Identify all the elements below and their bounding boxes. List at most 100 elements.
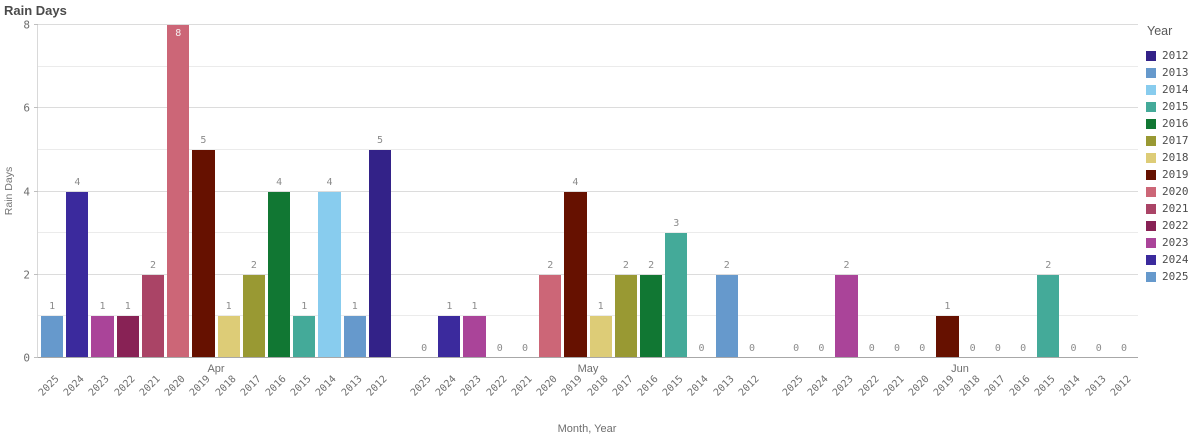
bar-jun-2023[interactable]	[835, 274, 858, 358]
bar-apr-2014[interactable]	[318, 191, 341, 358]
legend-label: 2025	[1162, 270, 1189, 283]
legend-label: 2024	[1162, 253, 1189, 266]
bar-value-label: 1	[124, 301, 131, 313]
bar-slot-jun-2022: 0 2022	[856, 25, 883, 399]
gridline	[38, 315, 1138, 317]
legend: Year 2012 2013 2014 2015 2016 2017 2018 2019 202…	[1146, 24, 1200, 285]
bar-apr-2012[interactable]	[368, 149, 392, 358]
legend-label: 2017	[1162, 134, 1189, 147]
legend-item-2012[interactable]: 2012	[1146, 47, 1200, 64]
bar-may-2018[interactable]	[589, 316, 612, 358]
bar-value-label: 2	[843, 259, 850, 271]
bar-may-2023[interactable]	[463, 316, 486, 358]
x-axis-year-label: 2015	[661, 373, 686, 399]
legend-item-2025[interactable]: 2025	[1146, 268, 1200, 285]
gridline	[38, 107, 1138, 109]
x-axis-year-label: 2021	[509, 373, 535, 399]
bar-value-label: 4	[74, 176, 81, 188]
bar-apr-2024[interactable]	[66, 191, 89, 358]
bar-slot-jun-2014: 0 2014	[1058, 25, 1084, 399]
bar-may-2016[interactable]	[639, 274, 663, 358]
month-group-jun: 0 2025 0 2024 2 2023 0 2022 0 2021 0 2020 1 2019 0 2018…	[781, 25, 1135, 399]
bar-value-label: 1	[301, 301, 308, 313]
x-axis-year-label: 2025	[408, 373, 434, 399]
bar-slot-jun-2020: 0 2020	[907, 25, 933, 399]
x-axis-year-label: 2024	[806, 373, 831, 399]
bar-apr-2023[interactable]	[91, 316, 114, 358]
bar-slot-apr-2021: 2 2021	[138, 25, 165, 399]
bar-value-label: 1	[471, 301, 478, 313]
bar-may-2019[interactable]	[564, 191, 587, 358]
legend-item-2021[interactable]: 2021	[1146, 200, 1200, 217]
bar-value-label: 0	[868, 343, 875, 354]
legend-item-2013[interactable]: 2013	[1146, 64, 1200, 81]
x-axis-year-label: 2023	[459, 373, 485, 399]
bar-value-label: 3	[673, 218, 680, 230]
bar-slot-apr-2013: 1 2013	[339, 25, 366, 399]
x-axis-year-label: 2015	[289, 373, 314, 399]
legend-item-2020[interactable]: 2020	[1146, 183, 1200, 200]
legend-item-2017[interactable]: 2017	[1146, 132, 1200, 149]
x-axis-title: Month, Year	[557, 423, 617, 435]
bar-may-2013[interactable]	[715, 274, 738, 358]
bar-slot-jun-2019: 1 2019	[932, 25, 959, 399]
bar-slot-jun-2012: 0 2012	[1109, 25, 1135, 399]
bar-slot-may-2022: 0 2022	[484, 25, 511, 399]
legend-item-2014[interactable]: 2014	[1146, 81, 1200, 98]
bar-apr-2019[interactable]	[192, 149, 215, 358]
bar-value-label: 0	[521, 343, 528, 354]
bar-apr-2013[interactable]	[343, 316, 366, 358]
x-axis-line	[38, 357, 1138, 358]
bar-value-label: 0	[919, 343, 926, 354]
bar-slot-jun-2021: 0 2021	[882, 25, 908, 399]
bar-may-2015[interactable]	[665, 233, 688, 358]
bar-may-2024[interactable]	[438, 316, 461, 358]
bar-value-label: 2	[1045, 259, 1052, 271]
legend-item-2016[interactable]: 2016	[1146, 115, 1200, 132]
bar-apr-2018[interactable]	[217, 316, 240, 358]
legend-item-2023[interactable]: 2023	[1146, 234, 1200, 251]
bar-value-label: 4	[276, 176, 283, 188]
y-axis-tick-mark	[34, 107, 38, 109]
bar-apr-2015[interactable]	[293, 316, 316, 358]
bar-slot-apr-2019: 5 2019	[188, 25, 215, 399]
legend-item-2015[interactable]: 2015	[1146, 98, 1200, 115]
legend-item-2022[interactable]: 2022	[1146, 217, 1200, 234]
bar-apr-2025[interactable]	[41, 316, 64, 358]
x-axis-year-label: 2014	[314, 373, 340, 399]
x-axis-year-label: 2012	[364, 373, 390, 399]
bar-slot-apr-2025: 1 2025	[37, 25, 64, 399]
bar-apr-2016[interactable]	[267, 191, 291, 358]
x-axis-month-label: Jun	[951, 363, 969, 375]
x-axis-year-label: 2025	[780, 373, 806, 399]
bar-value-label: 0	[748, 343, 755, 354]
legend-item-2018[interactable]: 2018	[1146, 149, 1200, 166]
legend-item-2024[interactable]: 2024	[1146, 251, 1200, 268]
x-axis-year-label: 2017	[982, 373, 1008, 399]
bar-apr-2020[interactable]	[167, 25, 190, 358]
bar-slot-may-2021: 0 2021	[510, 25, 536, 399]
bar-apr-2017[interactable]	[242, 274, 265, 358]
bar-apr-2022[interactable]	[116, 316, 139, 358]
bar-may-2020[interactable]	[539, 274, 562, 358]
legend-label: 2022	[1162, 219, 1189, 232]
bar-apr-2021[interactable]	[141, 274, 165, 358]
bar-value-label: 5	[200, 134, 207, 146]
x-axis-year-label: 2020	[534, 373, 560, 399]
bar-slot-apr-2022: 1 2022	[112, 25, 139, 399]
bar-jun-2019[interactable]	[936, 316, 959, 358]
bar-value-label: 0	[1120, 343, 1127, 354]
bar-may-2017[interactable]	[614, 274, 637, 358]
bar-value-label: 1	[597, 301, 604, 313]
legend-swatch	[1146, 135, 1156, 146]
legend-item-2019[interactable]: 2019	[1146, 166, 1200, 183]
y-axis-tick-label: 0	[23, 351, 30, 365]
bar-slot-apr-2017: 2 2017	[239, 25, 265, 399]
bar-slot-apr-2016: 4 2016	[264, 25, 291, 399]
x-axis-year-label: 2013	[339, 373, 365, 399]
month-group-may: 0 2025 1 2024 1 2023 0 2022 0 2021 2 2020 4 2019 1 2018…	[409, 25, 763, 399]
bar-jun-2015[interactable]	[1037, 274, 1060, 358]
bar-slot-jun-2016: 0 2016	[1008, 25, 1034, 399]
legend-label: 2014	[1162, 83, 1189, 96]
